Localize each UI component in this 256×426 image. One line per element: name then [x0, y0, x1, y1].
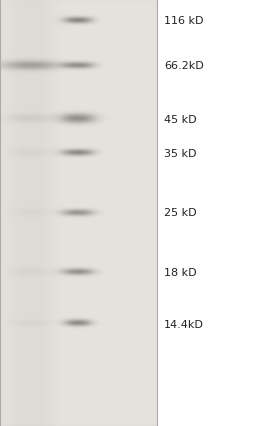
Text: 35 kD: 35 kD [164, 148, 196, 158]
Text: 14.4kD: 14.4kD [164, 319, 204, 329]
Text: 66.2kD: 66.2kD [164, 61, 204, 71]
Text: 45 kD: 45 kD [164, 114, 196, 124]
Text: 25 kD: 25 kD [164, 208, 196, 218]
Bar [0, 0, 157, 426]
Text: 116 kD: 116 kD [164, 16, 203, 26]
Text: 18 kD: 18 kD [164, 268, 196, 278]
